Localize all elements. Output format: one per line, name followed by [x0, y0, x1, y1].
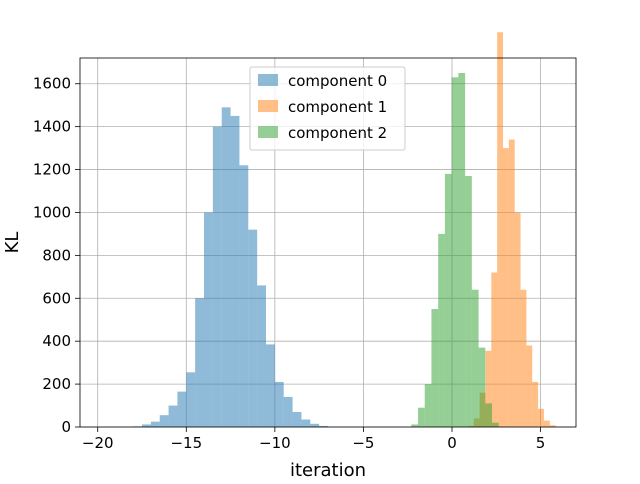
x-tick-label: 0 [447, 434, 457, 452]
histogram-bar-component-1 [549, 425, 556, 427]
histogram-bar-component-0 [274, 381, 284, 427]
histogram-bar-component-0 [301, 419, 311, 427]
x-axis-label: iteration [290, 460, 366, 480]
y-tick-label: 600 [42, 289, 71, 307]
legend-box [249, 66, 406, 151]
histogram-bar-component-0 [177, 391, 187, 427]
y-tick-label: 1000 [33, 203, 71, 221]
plot-frame [79, 57, 577, 428]
y-tick-label: 200 [42, 375, 71, 393]
histogram-bar-component-2 [465, 175, 472, 427]
histogram-bar-component-0 [159, 415, 169, 427]
histogram-bar-component-0 [142, 424, 151, 427]
y-tick-label: 0 [61, 418, 71, 436]
histogram-bar-component-2 [444, 173, 452, 427]
y-tick-label: 800 [42, 246, 71, 264]
histogram-bar-component-0 [150, 421, 160, 427]
histogram-bar-component-2 [424, 384, 432, 427]
series-component-0-bars [133, 107, 328, 428]
histogram-bar-component-0 [319, 425, 328, 427]
histogram-bar-component-2 [485, 403, 493, 427]
y-tick-label: 1600 [33, 75, 71, 93]
y-tick-label: 1200 [33, 161, 71, 179]
histogram-bar-component-0 [283, 396, 293, 427]
histogram-bar-component-2 [431, 309, 439, 427]
y-tick-label: 1400 [33, 118, 71, 136]
legend-swatch [258, 74, 278, 86]
histogram-bar-component-0 [186, 372, 196, 427]
histogram-bar-component-2 [478, 347, 486, 427]
y-axis-label: KL [2, 232, 23, 254]
histogram-bar-component-0 [257, 285, 266, 427]
histogram-bar-component-0 [168, 405, 178, 427]
histogram-bar-component-0 [230, 115, 240, 428]
histogram-bar-component-1 [532, 381, 539, 427]
histogram-bar-component-1 [543, 420, 550, 427]
histogram-bar-component-1 [485, 350, 492, 427]
histogram-bar-component-1 [491, 272, 498, 427]
histogram-bar-component-0 [221, 107, 231, 428]
x-tick-label: −15 [170, 434, 202, 452]
legend-label: component 2 [288, 124, 387, 142]
histogram-bar-component-2 [411, 424, 418, 427]
series-component-2-bars [411, 73, 499, 427]
x-tick-label: 5 [536, 434, 546, 452]
y-axis-ticks: 0 200 400 600 800 1000 1200 1400 1600 [33, 75, 80, 436]
histogram-bar-component-0 [248, 229, 258, 427]
histogram-bar-component-1 [538, 408, 544, 427]
legend-swatch [258, 126, 278, 138]
histogram-bar-component-0 [204, 212, 213, 427]
histogram-bar-component-0 [212, 126, 222, 428]
histogram-bar-component-2 [417, 407, 425, 427]
histogram-bar-component-2 [492, 422, 499, 427]
histogram-bar-component-0 [266, 344, 275, 427]
histogram-bar-component-1 [520, 289, 527, 427]
x-tick-label: −10 [259, 434, 291, 452]
legend-swatch [258, 100, 278, 112]
histogram-bar-component-0 [195, 298, 204, 427]
histogram-bar-component-2 [438, 233, 445, 427]
x-tick-label: −5 [352, 434, 374, 452]
histogram-bar-component-0 [292, 411, 302, 427]
histogram-bar-component-1 [508, 139, 515, 427]
histogram-bar-component-1 [503, 148, 509, 427]
histogram-bar-component-1 [526, 345, 533, 427]
x-tick-label: −20 [82, 434, 114, 452]
histogram-bar-component-1 [514, 212, 521, 427]
legend-label: component 0 [288, 72, 387, 90]
x-axis-ticks: −20 −15 −10 −5 0 5 [82, 427, 545, 452]
y-tick-label: 400 [42, 332, 71, 350]
histogram-bar-component-2 [471, 289, 479, 427]
legend: component 0 component 1 component 2 [249, 66, 406, 151]
legend-label: component 1 [288, 98, 387, 116]
histogram-bar-component-2 [451, 77, 459, 427]
histogram-bar-component-0 [310, 423, 320, 427]
histogram-bar-component-0 [239, 165, 249, 427]
histogram-bar-component-1 [497, 32, 504, 428]
histogram-bar-component-2 [458, 73, 466, 427]
